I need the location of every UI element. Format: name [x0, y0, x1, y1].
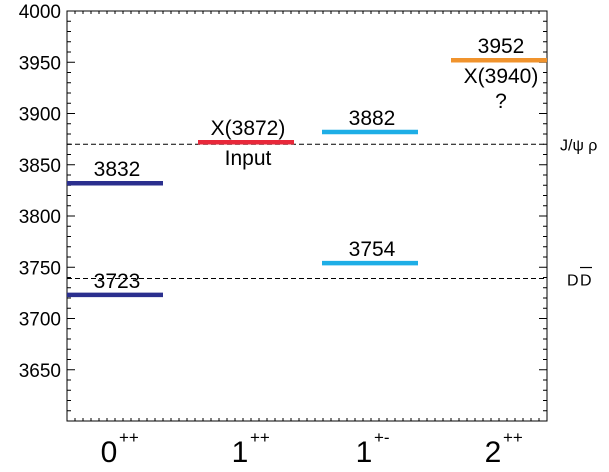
level-label: 3754: [349, 238, 396, 261]
level-label: 3832: [94, 158, 141, 181]
y-tick-label: 3950: [19, 53, 61, 74]
y-tick-label: 3900: [19, 105, 61, 126]
x-category-superscript: ++: [250, 428, 270, 447]
x-category-label: 0: [101, 436, 118, 469]
x-category-label: 1: [356, 436, 373, 469]
x-category-superscript: +-: [374, 428, 390, 447]
x-category-superscript: ++: [119, 428, 139, 447]
y-tick-label: 3800: [19, 207, 61, 228]
y-tick-label: 3850: [19, 156, 61, 177]
x-category-superscript: ++: [503, 428, 523, 447]
level-sublabel: X(3940): [464, 65, 539, 88]
level-label: 3952: [478, 35, 525, 58]
y-tick-label: 3750: [19, 258, 61, 279]
threshold-label: J/ψ ρ: [560, 137, 597, 154]
level-label: 3723: [94, 270, 141, 293]
y-tick-label: 3700: [19, 310, 61, 331]
level-sublabel: Input: [225, 147, 272, 170]
level-label: X(3872): [211, 117, 286, 140]
y-tick-label: 3650: [19, 361, 61, 382]
x-category-label: 1: [232, 436, 249, 469]
level-label: 3882: [349, 107, 396, 130]
y-tick-label: 4000: [19, 2, 61, 23]
x-category-label: 2: [485, 436, 502, 469]
level-sublabel-2: ?: [495, 90, 507, 113]
threshold-label: D: [567, 273, 579, 290]
threshold-label-bar: D: [580, 273, 592, 290]
